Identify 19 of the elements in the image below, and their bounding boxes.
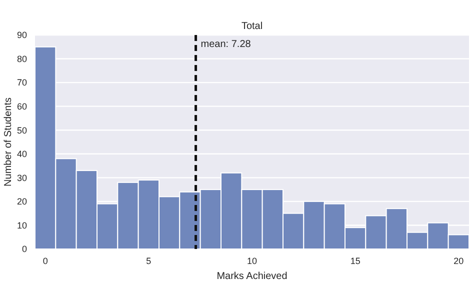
x-tick-label: 15 [350,256,360,266]
y-tick-label: 40 [16,149,27,160]
y-tick-label: 50 [16,125,27,136]
y-tick-label: 20 [16,196,27,207]
y-tick-label: 60 [16,101,27,112]
x-tick-label: 20 [454,256,464,266]
y-tick-label: 80 [16,54,27,64]
ref-line-label: mean: 7.28 [200,39,252,50]
x-tick-label: 5 [146,256,152,266]
x-axis-title: Marks Achieved [216,271,288,282]
y-tick-label: 10 [16,220,27,230]
y-tick-label: 70 [16,78,27,88]
y-axis-title: Number of Students [3,98,14,186]
y-tick-label: 0 [22,244,27,254]
chart-title: Total [241,21,263,32]
x-tick-label: 0 [42,256,48,266]
x-tick-label: 10 [246,256,258,266]
y-tick-label: 30 [16,172,27,183]
y-tick-label: 90 [16,30,27,40]
